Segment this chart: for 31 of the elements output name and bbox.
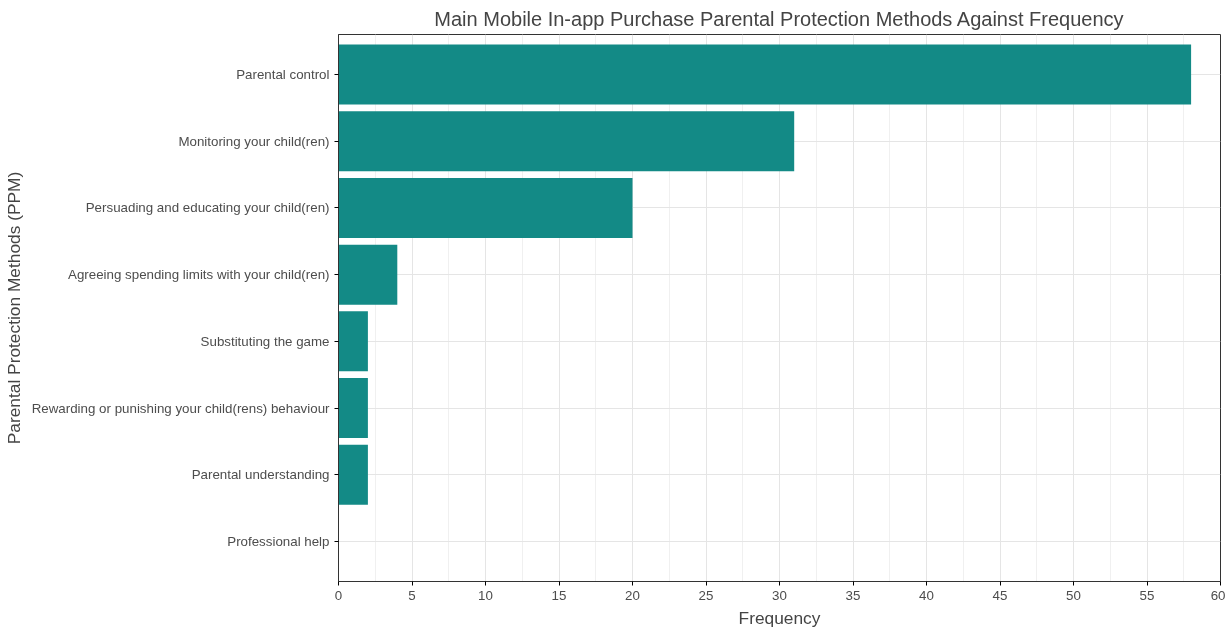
x-tick-label: 60 [1210,587,1226,603]
x-tick-label: 5 [408,587,416,603]
y-tick-label: Persuading and educating your child(ren) [85,200,330,216]
y-tick-label: Rewarding or punishing your child(rens) behaviour [31,400,331,416]
x-tick-label: 40 [919,587,934,603]
x-tick-label: 10 [478,587,493,603]
bar [338,244,398,305]
x-tick-label: 20 [625,587,640,603]
x-tick-label: 50 [1066,587,1081,603]
bar [338,111,795,172]
bar [338,44,1192,105]
x-tick-label: 30 [772,587,787,603]
bar [338,444,368,505]
y-tick-label: Agreeing spending limits with your child(ren) [68,267,330,283]
y-tick-label: Substituting the game [200,333,330,349]
x-axis-title: Frequency [738,607,821,628]
x-tick-label: 55 [1139,587,1155,603]
x-tick-label: 15 [551,587,567,603]
bar [338,378,368,439]
x-tick-label: 25 [698,587,714,603]
y-tick-label: Parental control [236,67,330,83]
x-tick-label: 0 [334,587,343,603]
x-tick-label: 45 [992,587,1008,603]
chart-title: Main Mobile In-app Purchase Parental Protection Methods Against Frequency [434,7,1124,30]
y-tick-label: Parental understanding [191,467,330,483]
y-tick-label: Monitoring your child(ren) [178,133,330,149]
y-tick-label: Professional help [227,533,330,549]
bar [338,177,633,238]
bar [338,311,368,372]
y-axis-title: Parental Protection Methods (PPM) [3,171,24,445]
x-tick-label: 35 [845,587,861,603]
